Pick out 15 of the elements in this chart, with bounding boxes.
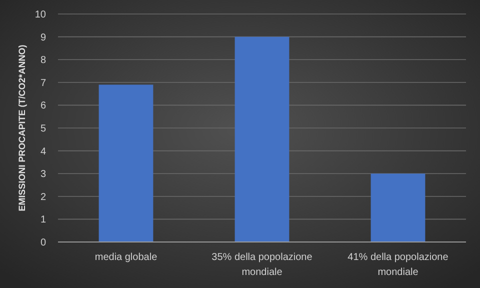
x-tick-label: media globale [94,252,158,263]
y-tick-label: 2 [40,192,46,203]
y-tick-label: 1 [40,214,46,226]
y-tick-label: 5 [40,124,46,134]
y-tick-label: 10 [34,10,46,20]
y-tick-label: 6 [40,100,46,112]
y-axis-title: EMISSIONI PROCAPITE (T/CO2*ANNO) [17,44,27,212]
y-tick-label: 0 [40,238,46,248]
y-tick-label: 8 [40,55,46,66]
y-tick-label: 9 [40,32,46,44]
x-tick-label: 41% della popolazione mondiale [348,252,449,278]
y-tick-label: 7 [40,78,46,89]
y-tick-label: 4 [40,146,46,158]
y-tick-label: 3 [40,169,46,180]
x-tick-label: 35% della popolazione mondiale [212,252,313,278]
